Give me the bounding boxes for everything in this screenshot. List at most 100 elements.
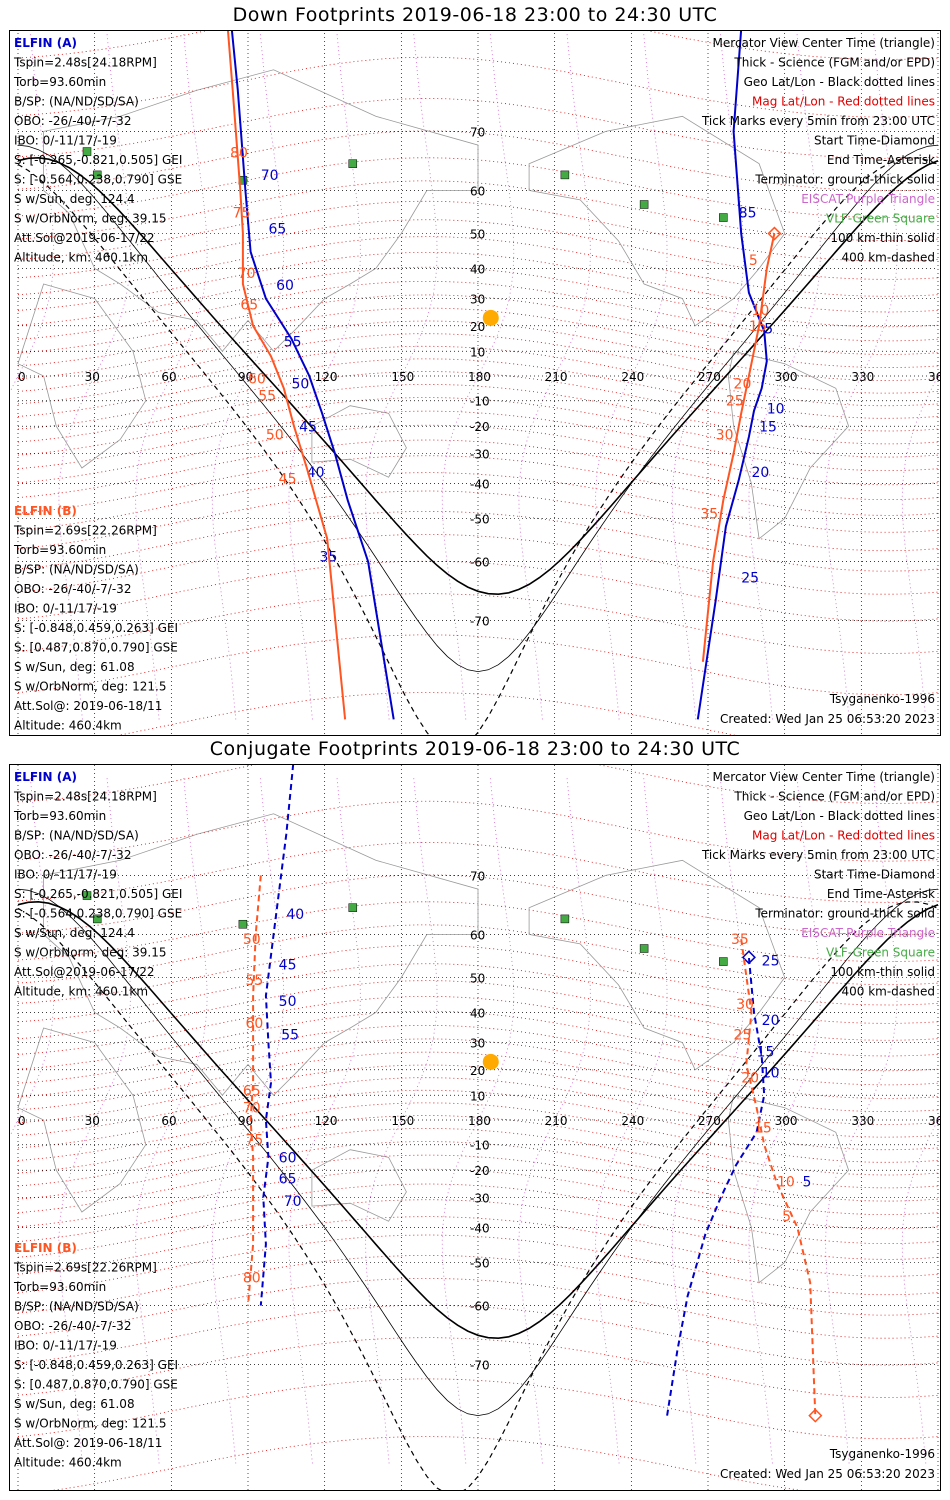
elfin-b-tick-label: 5 xyxy=(782,1209,791,1225)
mag-lat-line xyxy=(17,980,939,1041)
model-label: Tsyganenko-1996 xyxy=(829,1447,935,1461)
vlf-square-icon xyxy=(82,147,92,156)
coastline xyxy=(17,1027,147,1213)
elfin-b-tick-label: 80 xyxy=(243,1271,261,1287)
mag-lon-line xyxy=(518,776,591,1464)
elfin-a-tick-label: 65 xyxy=(268,222,286,238)
legend-line: 100 km-thin solid xyxy=(830,231,935,245)
mag-lat-line xyxy=(17,333,939,394)
mag-lat-line xyxy=(17,1102,939,1163)
elfin-a-track xyxy=(696,31,768,720)
x-tick-label: 90 xyxy=(238,370,253,384)
vlf-square-icon xyxy=(92,170,102,180)
y-tick-label: -30 xyxy=(470,1191,490,1205)
mag-lat-line xyxy=(17,252,939,313)
y-tick-label: 70 xyxy=(470,125,485,139)
panel-1: 0 30 60 90 120 150 180 210 240 270 300 330 360 70 60 50… xyxy=(9,764,941,1491)
mag-lat-line xyxy=(17,1154,939,1215)
elfin-a-tick-label: 50 xyxy=(279,994,297,1010)
elfin-b-name: ELFIN (B) xyxy=(14,1241,77,1255)
elfin-b-tick-label: 25 xyxy=(734,1028,752,1044)
elfin-b-tick-label: 25 xyxy=(726,394,744,410)
legend-line: Start Time-Diamond xyxy=(814,868,935,882)
y-tick-label: -30 xyxy=(470,447,490,461)
y-tick-label: -10 xyxy=(470,395,490,409)
elfin-b-track xyxy=(740,939,817,1416)
legend-line: VLF-Green Square xyxy=(826,212,935,226)
elfin-a-info: S: [-0.564,0.238,0.790] GSE xyxy=(14,907,182,921)
elfin-b-tick-label: 20 xyxy=(734,376,752,392)
start-diamond-icon xyxy=(741,950,756,965)
y-tick-label: 60 xyxy=(470,928,485,942)
mag-lat-line xyxy=(17,593,939,654)
mag-lat-line xyxy=(17,383,939,445)
legend-line: 400 km-dashed xyxy=(841,251,935,265)
elfin-b-tick-label: 75 xyxy=(233,206,251,222)
coastline xyxy=(17,283,147,469)
elfin-b-tick-label: 65 xyxy=(243,1083,261,1099)
y-tick-label: -70 xyxy=(470,1359,490,1373)
x-tick-label: 300 xyxy=(775,370,798,384)
y-tick-label: 50 xyxy=(470,228,485,242)
y-tick-label: 10 xyxy=(470,345,485,359)
elfin-b-track xyxy=(226,31,347,720)
elfin-a-tick-label: 15 xyxy=(759,420,777,436)
legend-line: EISCAT-Purple Triangle xyxy=(801,926,935,940)
mag-lat-line xyxy=(17,1304,939,1366)
mag-lat-line xyxy=(17,1168,939,1230)
map-area: 0 30 60 90 120 150 180 210 240 270 300 330 360 70 60 50… xyxy=(10,765,940,1490)
elfin-a-info: S: [-0.265,-0.821,0.505] GEI xyxy=(14,887,182,901)
mag-lat-line xyxy=(17,98,939,159)
mag-lat-line xyxy=(17,944,939,1006)
elfin-a-tick-label: 5 xyxy=(764,322,773,338)
elfin-b-info: S: [-0.848,0.459,0.263] GEI xyxy=(14,1358,178,1372)
elfin-a-name: ELFIN (A) xyxy=(14,36,77,50)
elfin-a-tick-label: 65 xyxy=(279,1172,297,1188)
vlf-square-icon xyxy=(348,903,358,912)
legend-line: Mercator View Center Time (triangle) xyxy=(713,770,935,784)
mag-lat-line xyxy=(17,1216,939,1277)
elfin-a-tick-label: 55 xyxy=(284,334,302,350)
elfin-b-tick-label: 10 xyxy=(751,303,769,319)
x-tick-label: 30 xyxy=(85,370,100,384)
elfin-a-tick-label: 85 xyxy=(739,206,757,222)
mag-lat-line xyxy=(17,236,939,297)
elfin-a-info: S w/Sun, deg: 124.4 xyxy=(14,926,135,940)
elfin-b-tick-label: 55 xyxy=(245,973,263,989)
elfin-b-tick-label: 45 xyxy=(279,472,297,488)
elfin-a-info: Altitude, km: 460.1km xyxy=(14,251,148,265)
coastline xyxy=(43,813,479,1096)
vlf-square-icon xyxy=(639,944,649,953)
elfin-b-info: OBO: -26/-40/-7/-32 xyxy=(14,582,131,596)
elfin-b-tick-label: 60 xyxy=(248,371,266,387)
elfin-a-tick-label: 40 xyxy=(307,465,325,481)
elfin-a-info: IBO: 0/-11/17/-19 xyxy=(14,868,117,882)
elfin-a-info: S w/OrbNorm, deg: 39.15 xyxy=(14,212,166,226)
elfin-b-info: S w/OrbNorm, deg: 121.5 xyxy=(14,680,166,694)
elfin-b-tick-label: 30 xyxy=(736,997,754,1013)
start-diamond-icon xyxy=(767,226,782,241)
x-tick-label: 180 xyxy=(468,370,491,384)
created-label: Created: Wed Jan 25 06:53:20 2023 xyxy=(720,1467,935,1481)
x-tick-label: 60 xyxy=(161,370,176,384)
x-tick-label: 90 xyxy=(238,1114,253,1128)
x-tick-label: 0 xyxy=(18,370,26,384)
mag-lon-line xyxy=(671,776,745,1464)
mag-lat-line xyxy=(17,320,939,381)
y-tick-label: 20 xyxy=(470,1064,485,1078)
elfin-b-tick-label: 70 xyxy=(238,266,256,282)
elfin-b-tick-label: 80 xyxy=(230,146,248,162)
x-tick-label: 270 xyxy=(698,1114,721,1128)
mag-lat-line xyxy=(17,424,939,486)
legend-line: 400 km-dashed xyxy=(841,985,935,999)
elfin-a-info: S w/OrbNorm, deg: 39.15 xyxy=(14,946,166,960)
y-tick-label: -20 xyxy=(470,420,490,434)
mag-lon-line xyxy=(135,776,208,1464)
y-tick-label: -20 xyxy=(470,1164,490,1178)
elfin-a-tick-label: 45 xyxy=(299,420,317,436)
panel-frame xyxy=(9,30,941,736)
panel-frame xyxy=(9,764,941,1491)
elfin-b-info: S w/Sun, deg: 61.08 xyxy=(14,1397,135,1411)
elfin-a-info: IBO: 0/-11/17/-19 xyxy=(14,134,117,148)
